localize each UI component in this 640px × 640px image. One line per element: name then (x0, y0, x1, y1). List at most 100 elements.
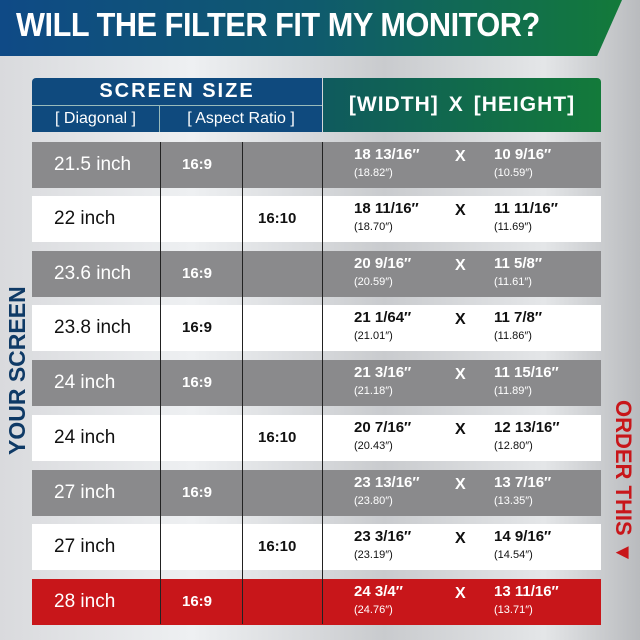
width-cell: 21 1/64″ (21.01″) (354, 310, 411, 344)
height-fraction: 10 9/16″ (494, 146, 552, 163)
screen-size-label: SCREEN SIZE (99, 80, 255, 102)
ratio-16-9-cell: 16:9 (182, 265, 213, 282)
height-fraction: 11 5/8″ (494, 255, 543, 272)
height-fraction: 13 7/16″ (494, 474, 552, 491)
width-cell: 20 9/16″ (20.59″) (354, 256, 411, 290)
height-header: [HEIGHT] (473, 93, 576, 116)
width-cell: 23 13/16″ (23.80″) (354, 475, 420, 509)
times-sign: X (455, 366, 466, 383)
dimensions-header: [WIDTH] X [HEIGHT] (323, 78, 601, 132)
width-cell: 18 13/16″ (18.82″) (354, 147, 420, 181)
height-fraction: 11 7/8″ (494, 309, 543, 326)
width-decimal: (23.80″) (354, 495, 393, 507)
table-row: 21.5 inch 16:9 18 13/16″ (18.82″) X 10 9/… (32, 142, 601, 188)
times-sign: X (455, 202, 466, 219)
height-cell: 13 7/16″ (13.35″) (494, 475, 551, 509)
ratio-16-9-cell: 16:9 (182, 374, 213, 391)
height-cell: 13 11/16″ (13.71″) (494, 584, 559, 618)
diagonal-cell: 23.6 inch (54, 263, 132, 284)
times-sign: X (455, 530, 466, 547)
height-fraction: 13 11/16″ (494, 583, 559, 600)
table-row: 24 inch 16:9 21 3/16″ (21.18″) X 11 15/16… (32, 360, 601, 406)
diagonal-cell: 23.8 inch (54, 317, 132, 338)
ratio-16-9-cell: 16:9 (182, 156, 213, 173)
times-sign: X (455, 585, 466, 602)
column-divider (322, 142, 323, 624)
table-row: 22 inch 16:10 18 11/16″ (18.70″) X 11 11/… (32, 196, 601, 242)
table-row: 28 inch 16:9 24 3/4″ (24.76″) X 13 11/16″… (32, 579, 601, 625)
width-decimal: (18.82″) (354, 167, 393, 179)
diagonal-cell: 21.5 inch (54, 154, 132, 175)
times-sign: X (455, 257, 466, 274)
width-decimal: (23.19″) (354, 549, 393, 561)
table-row: 24 inch 16:10 20 7/16″ (20.43″) X 12 13/1… (32, 415, 601, 461)
width-cell: 20 7/16″ (20.43″) (354, 420, 411, 454)
times-sign: X (455, 148, 466, 165)
width-decimal: (20.59″) (354, 276, 393, 288)
width-fraction: 23 3/16″ (354, 528, 412, 545)
ratio-16-9-cell: 16:9 (182, 319, 213, 336)
ratio-16-9-cell: 16:9 (182, 593, 213, 610)
column-divider (242, 142, 243, 624)
order-this-label: ORDER THIS ▼ (611, 400, 636, 564)
width-cell: 23 3/16″ (23.19″) (354, 529, 411, 563)
title-banner: WILL THE FILTER FIT MY MONITOR? (0, 0, 622, 56)
width-decimal: (24.76″) (354, 604, 393, 616)
diagonal-cell: 28 inch (54, 591, 116, 612)
height-cell: 11 7/8″ (11.86″) (494, 310, 542, 344)
page-title: WILL THE FILTER FIT MY MONITOR? (16, 6, 540, 43)
ratio-16-10-cell: 16:10 (258, 429, 297, 446)
height-decimal: (11.69″) (494, 221, 532, 233)
diagonal-header: [ Diagonal ] (32, 105, 160, 132)
height-fraction: 11 11/16″ (494, 200, 558, 217)
height-decimal: (14.54″) (494, 549, 533, 561)
width-decimal: (18.70″) (354, 221, 393, 233)
height-decimal: (11.61″) (494, 276, 532, 288)
height-decimal: (12.80″) (494, 440, 533, 452)
width-header: [WIDTH] (348, 93, 439, 116)
diagonal-cell: 27 inch (54, 536, 116, 557)
your-screen-label: YOUR SCREEN (4, 286, 30, 455)
width-fraction: 20 9/16″ (354, 255, 412, 272)
width-fraction: 21 3/16″ (354, 364, 412, 381)
width-decimal: (21.18″) (354, 385, 393, 397)
height-decimal: (11.89″) (494, 385, 532, 397)
diagonal-cell: 22 inch (54, 208, 116, 229)
height-decimal: (13.35″) (494, 495, 533, 507)
height-cell: 12 13/16″ (12.80″) (494, 420, 560, 454)
table-row: 27 inch 16:10 23 3/16″ (23.19″) X 14 9/16… (32, 524, 601, 570)
ratio-16-10-cell: 16:10 (258, 538, 297, 555)
width-fraction: 18 11/16″ (354, 200, 419, 217)
width-cell: 24 3/4″ (24.76″) (354, 584, 403, 618)
diagonal-cell: 27 inch (54, 482, 116, 503)
height-cell: 11 5/8″ (11.61″) (494, 256, 542, 290)
height-decimal: (13.71″) (494, 604, 533, 616)
table-row: 27 inch 16:9 23 13/16″ (23.80″) X 13 7/16… (32, 470, 601, 516)
height-fraction: 14 9/16″ (494, 528, 552, 545)
width-fraction: 24 3/4″ (354, 583, 403, 600)
diagonal-cell: 24 inch (54, 427, 116, 448)
times-sign: X (455, 421, 466, 438)
height-cell: 10 9/16″ (10.59″) (494, 147, 551, 181)
height-decimal: (11.86″) (494, 330, 532, 342)
width-cell: 21 3/16″ (21.18″) (354, 365, 411, 399)
aspect-ratio-header: [ Aspect Ratio ] (160, 105, 322, 132)
height-fraction: 12 13/16″ (494, 419, 560, 436)
x-header: X (448, 93, 464, 116)
height-cell: 11 11/16″ (11.69″) (494, 201, 558, 235)
times-sign: X (455, 311, 466, 328)
column-divider (160, 142, 161, 624)
height-fraction: 11 15/16″ (494, 364, 559, 381)
diagonal-cell: 24 inch (54, 372, 116, 393)
times-sign: X (455, 476, 466, 493)
width-decimal: (20.43″) (354, 440, 393, 452)
table-row: 23.6 inch 16:9 20 9/16″ (20.59″) X 11 5/8… (32, 251, 601, 297)
height-cell: 14 9/16″ (14.54″) (494, 529, 551, 563)
ratio-16-9-cell: 16:9 (182, 484, 213, 501)
ratio-16-10-cell: 16:10 (258, 210, 297, 227)
width-fraction: 23 13/16″ (354, 474, 420, 491)
height-decimal: (10.59″) (494, 167, 533, 179)
screen-size-header: SCREEN SIZE [ Diagonal ] [ Aspect Ratio … (32, 78, 322, 132)
width-cell: 18 11/16″ (18.70″) (354, 201, 419, 235)
width-fraction: 20 7/16″ (354, 419, 412, 436)
